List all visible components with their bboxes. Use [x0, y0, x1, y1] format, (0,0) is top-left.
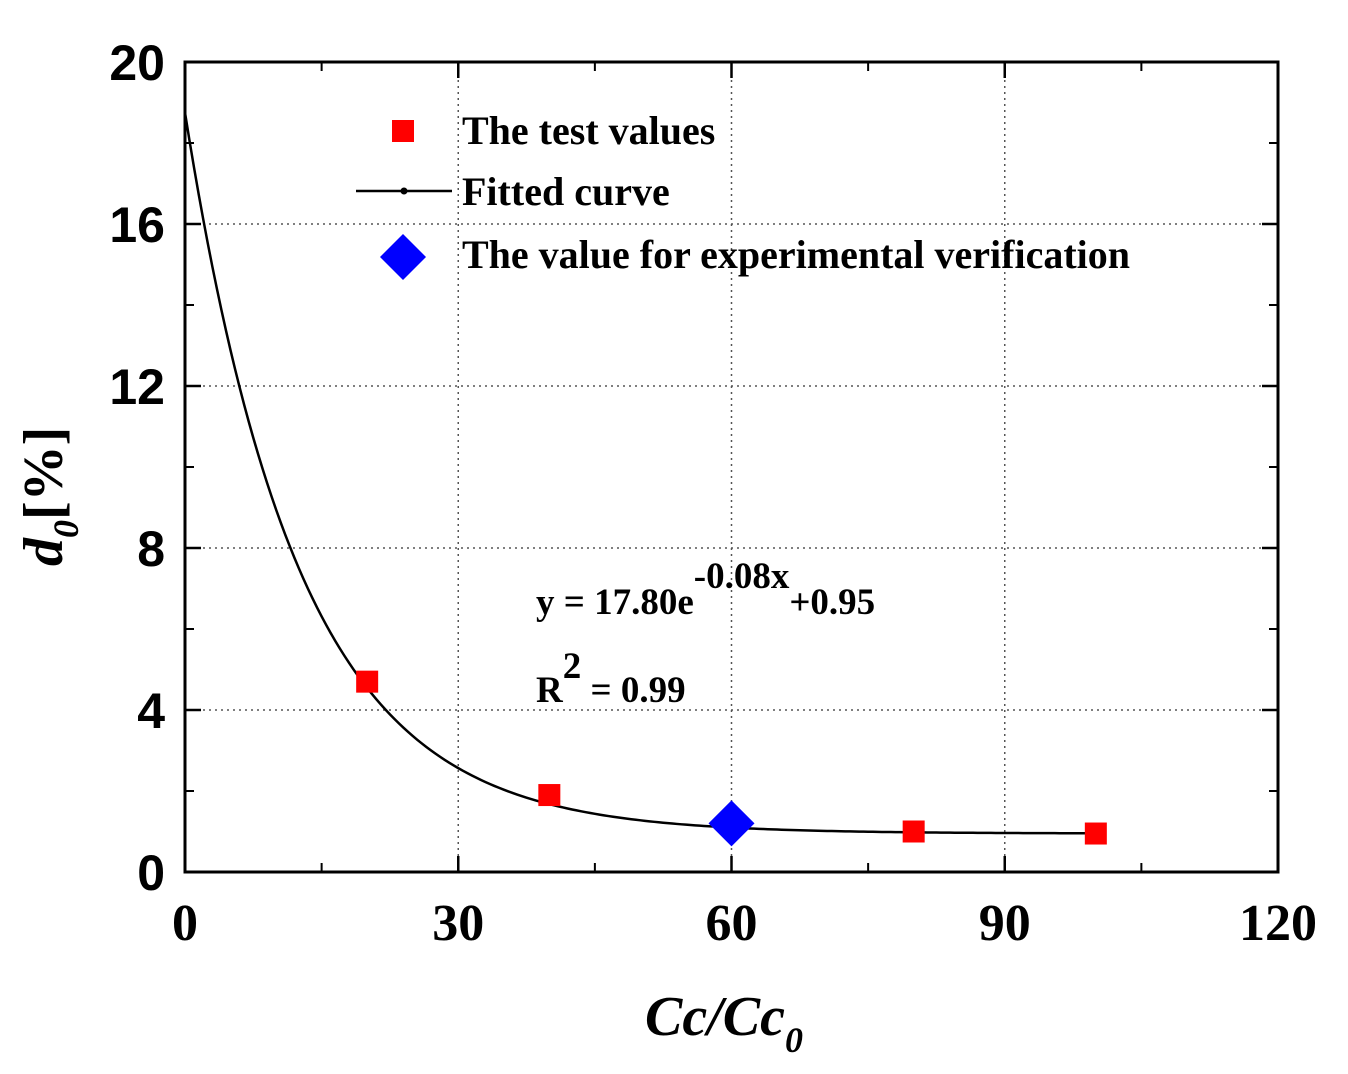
y-axis-title-unit: [%]: [13, 427, 75, 520]
legend-line-dot: [400, 187, 408, 195]
legend-fitted-curve-label: Fitted curve: [462, 169, 670, 214]
verification-value-marker: [708, 800, 755, 847]
test-value-marker: [1084, 822, 1107, 845]
fit-equation: y = 17.80e-0.08x+0.95: [536, 556, 875, 623]
x-tick-label: 0: [172, 895, 198, 952]
legend-verification-label: The value for experimental verification: [462, 232, 1130, 277]
y-axis-title-main: d: [13, 537, 75, 566]
test-value-marker: [356, 670, 379, 693]
r-squared-exponent: 2: [563, 646, 582, 687]
x-tick-label: 60: [706, 895, 758, 952]
grid-lines: [185, 62, 1278, 872]
x-tick-label: 120: [1239, 895, 1317, 952]
legend-test-values-label: The test values: [462, 108, 715, 153]
fit-equation-suffix: +0.95: [789, 582, 875, 623]
test-value-marker: [538, 784, 561, 807]
y-axis-ticks: 0 4 8 12 16 20: [109, 35, 1278, 901]
x-axis-title: Cc/Cc0: [645, 986, 803, 1060]
y-tick-label: 12: [109, 359, 165, 415]
y-tick-label: 4: [137, 683, 165, 739]
fitted-curve-line: [183, 112, 1096, 835]
y-tick-label: 16: [109, 197, 165, 253]
r-squared-suffix: = 0.99: [581, 670, 685, 711]
legend: The test values Fitted curve The value f…: [356, 108, 1130, 280]
r-squared-base: R: [536, 670, 564, 711]
y-tick-label: 20: [109, 35, 165, 91]
legend-square-marker: [392, 120, 414, 142]
y-tick-label: 8: [137, 521, 165, 577]
fit-equation-exponent: -0.08x: [694, 556, 790, 597]
x-axis-ticks: 0 30 60 90 120: [172, 62, 1317, 952]
x-axis-title-subscript: 0: [785, 1020, 803, 1060]
x-tick-label: 30: [432, 895, 484, 952]
r-squared: R2 = 0.99: [536, 646, 686, 711]
y-axis-title-subscript: 0: [46, 520, 86, 538]
y-tick-label: 0: [137, 845, 165, 901]
data-markers: [356, 670, 1107, 847]
test-value-marker: [902, 820, 925, 843]
y-axis-title: d0[%]: [13, 427, 86, 566]
x-tick-label: 90: [979, 895, 1031, 952]
legend-diamond-marker: [380, 234, 426, 280]
fit-equation-prefix: y = 17.80e: [536, 582, 694, 623]
x-axis-title-main: Cc/Cc: [645, 986, 785, 1048]
